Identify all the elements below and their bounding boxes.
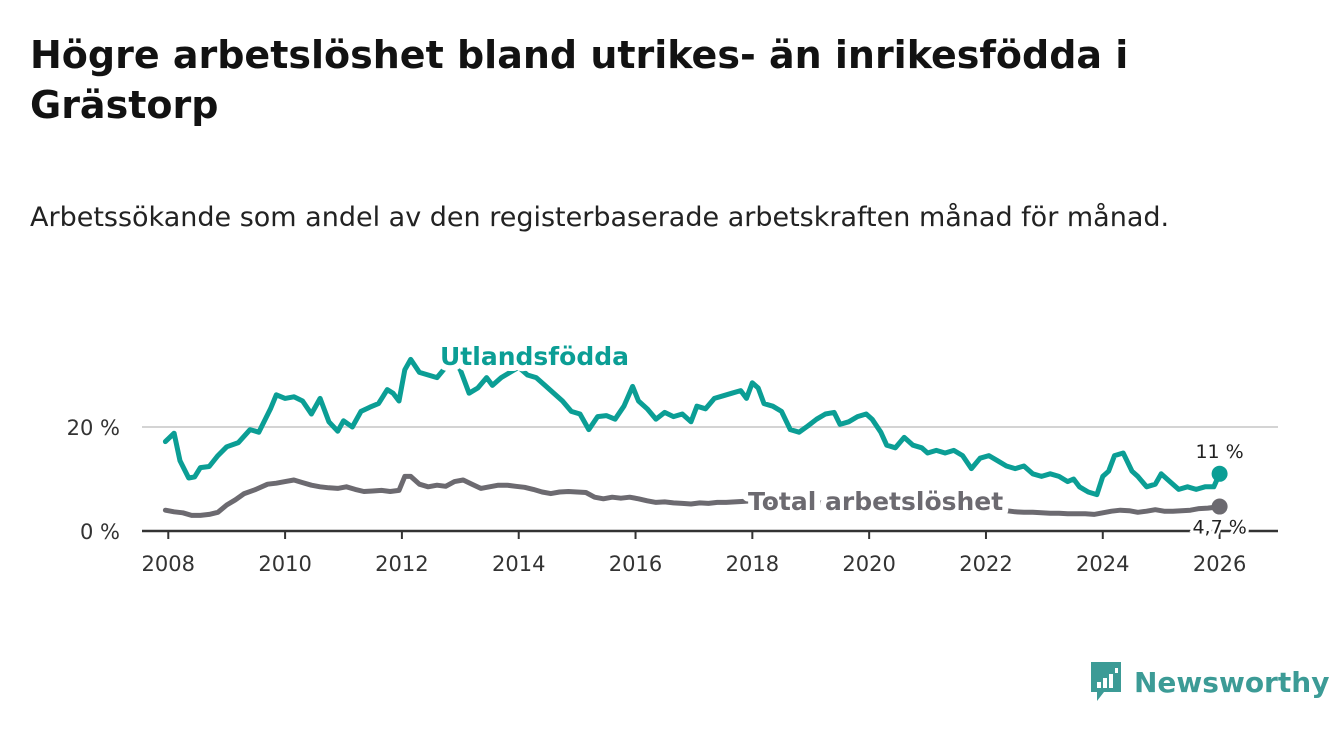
line-utlandsfodda (162, 354, 1223, 498)
label-total-halo: Total arbetslöshet (748, 487, 1003, 516)
x-tick-label: 2020 (842, 552, 895, 576)
y-tick-label: 20 % (67, 416, 120, 440)
axes: 0 % 20 % 2008 2010 2012 2014 2016 2018 2020 2022 2… (67, 416, 1278, 576)
line-total (162, 473, 1223, 518)
series-lines (162, 354, 1223, 518)
x-tick-label: 2024 (1076, 552, 1129, 576)
x-tick-label: 2008 (142, 552, 195, 576)
end-label-total: 4,7 % (1192, 517, 1246, 539)
y-tick-label: 0 % (80, 520, 120, 544)
x-tick-label: 2012 (375, 552, 428, 576)
chart-title: Högre arbetslöshet bland utrikes- än inr… (30, 33, 1129, 127)
x-tick-label: 2022 (959, 552, 1012, 576)
end-dot-utlandsfodda (1211, 465, 1228, 482)
chart-subtitle: Arbetssökande som andel av den registerb… (30, 202, 1170, 233)
label-utlandsfodda: Utlandsfödda (440, 342, 629, 371)
x-tick-label: 2016 (609, 552, 662, 576)
label-utlandsfodda-halo: Utlandsfödda (440, 342, 629, 371)
x-tick-label: 2010 (258, 552, 311, 576)
x-tick-label: 2018 (726, 552, 779, 576)
x-tick-label: 2014 (492, 552, 545, 576)
end-dot-total (1211, 498, 1228, 515)
newsworthy-logo: Newsworthy (1088, 660, 1329, 704)
end-label-utlandsfodda: 11 % (1195, 441, 1243, 463)
label-total: Total arbetslöshet (748, 487, 1003, 516)
newsworthy-icon (1091, 662, 1121, 701)
brand-name: Newsworthy (1134, 665, 1330, 699)
x-tick-label: 2026 (1193, 552, 1246, 576)
